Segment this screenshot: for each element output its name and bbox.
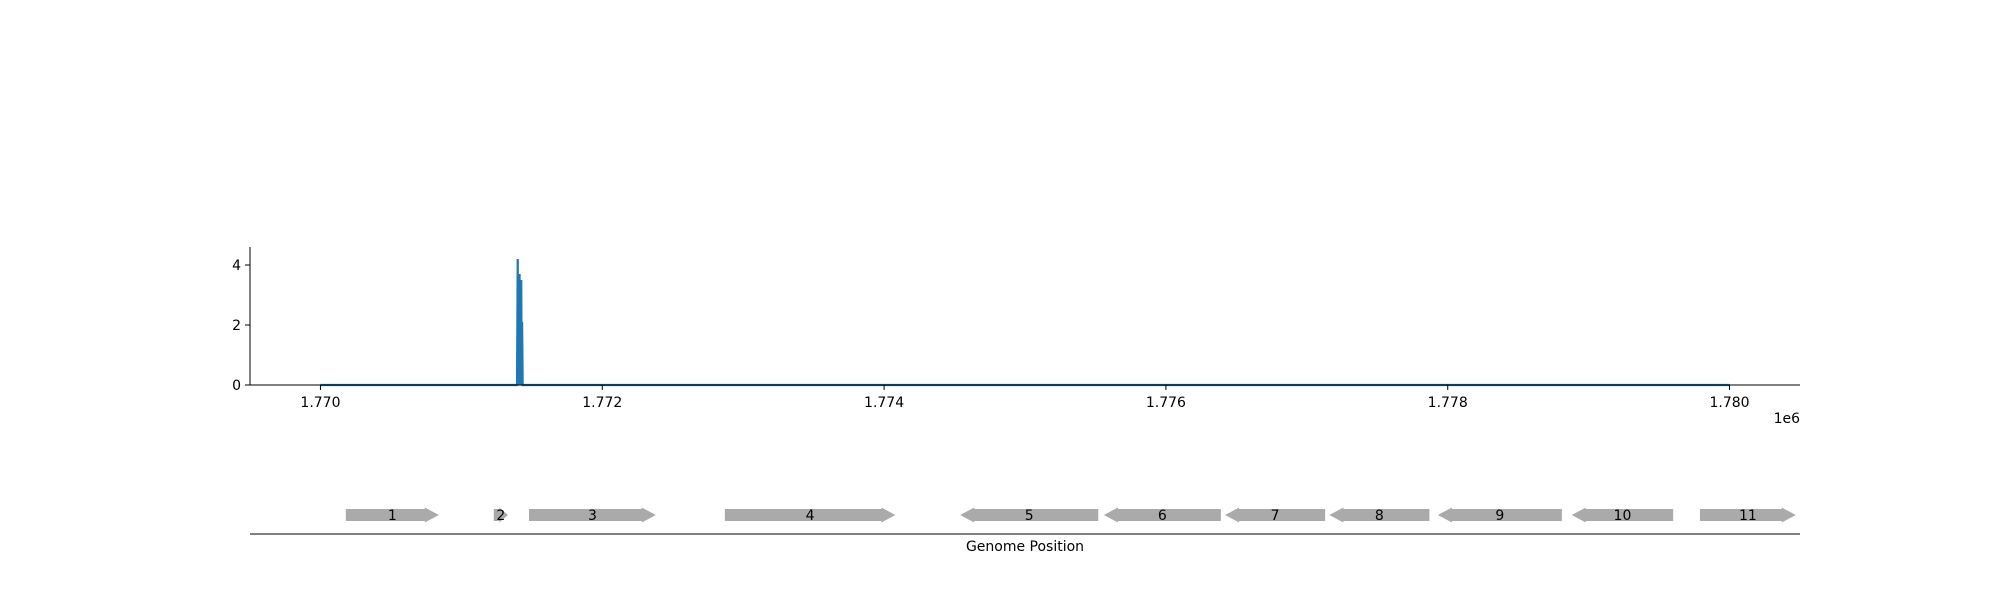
gene-arrow-3 — [529, 507, 656, 523]
gene-track: 1 2 3 4 5 6 7 8 9 10 11 Genome Position — [250, 507, 1800, 555]
x-tick-label: 1.778 — [1428, 395, 1468, 411]
gene-label-4: 4 — [806, 508, 815, 524]
y-tick-label: 2 — [232, 318, 241, 334]
gene-track-xlabel: Genome Position — [966, 539, 1084, 555]
gene-arrow-10 — [1571, 507, 1674, 523]
coverage-line-0 — [320, 258, 1730, 387]
gene-label-1: 1 — [388, 508, 397, 524]
x-axis-multiplier: 1e6 — [1774, 411, 1801, 427]
gene-arrows: 1 2 3 4 5 6 7 8 9 10 11 — [345, 507, 1796, 524]
x-axis-ticks: 1.770 1.772 1.774 1.776 1.778 1.780 — [300, 385, 1750, 411]
x-tick-label: 1.780 — [1709, 395, 1749, 411]
gene-label-3: 3 — [588, 508, 597, 524]
gene-label-6: 6 — [1158, 508, 1167, 524]
gene-label-9: 9 — [1495, 508, 1504, 524]
x-tick-label: 1.772 — [582, 395, 622, 411]
gene-label-10: 10 — [1614, 508, 1632, 524]
x-tick-label: 1.770 — [300, 395, 340, 411]
y-axis-ticks: 0 2 4 — [232, 258, 250, 394]
gene-arrow-7 — [1225, 507, 1326, 523]
y-tick-label: 4 — [232, 258, 241, 274]
gene-arrow-2 — [493, 507, 508, 523]
gene-label-8: 8 — [1375, 508, 1384, 524]
y-tick-label: 0 — [232, 378, 241, 394]
gene-arrow-9 — [1437, 507, 1562, 523]
coverage-plot: 0 2 4 1.770 1.772 1.774 1.776 1.778 1.780 1e6 — [232, 247, 1800, 427]
gene-arrow-6 — [1103, 507, 1221, 523]
gene-label-2: 2 — [496, 508, 505, 524]
gene-label-11: 11 — [1739, 508, 1757, 524]
gene-arrow-5 — [960, 507, 1099, 523]
gene-label-7: 7 — [1271, 508, 1280, 524]
gene-arrow-1 — [345, 507, 439, 523]
x-tick-label: 1.776 — [1146, 395, 1186, 411]
gene-label-5: 5 — [1025, 508, 1034, 524]
coverage-series — [320, 258, 1730, 387]
gene-arrow-4 — [724, 507, 896, 523]
x-tick-label: 1.774 — [864, 395, 904, 411]
gene-arrow-8 — [1329, 507, 1430, 523]
gene-arrow-11 — [1699, 507, 1796, 523]
